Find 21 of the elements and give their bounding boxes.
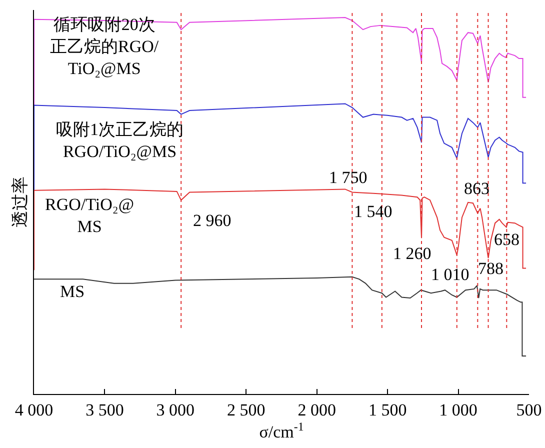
ref-line-label: 2 960 — [193, 211, 232, 230]
x-tick-label: 3 000 — [156, 400, 195, 420]
ref-line-label: 863 — [464, 179, 490, 198]
x-tick-label: 2 000 — [298, 400, 336, 420]
x-tick-label: 2 500 — [227, 400, 266, 420]
x-tick-label: 1 000 — [439, 400, 478, 420]
ref-line-label: 1 540 — [354, 202, 392, 221]
x-tick-label: 4 000 — [14, 400, 54, 420]
series-label: 吸附1次正乙烷的RGO/TiO₂@MS — [56, 120, 184, 162]
x-tick-label: 3 500 — [86, 400, 124, 420]
series-label: MS — [60, 282, 85, 301]
ref-line-label: 1 750 — [329, 168, 368, 187]
ref-line-label: 788 — [478, 259, 504, 278]
series-label: RGO/TiO₂@MS — [45, 195, 134, 236]
ref-line-label: 1 260 — [393, 244, 432, 263]
x-tick-label: 1 500 — [368, 400, 407, 420]
y-axis-title: 透过率 — [10, 176, 30, 228]
ref-line-label: 1 010 — [431, 265, 470, 284]
x-tick-label: 500 — [516, 400, 542, 420]
ref-line-label: 658 — [494, 230, 520, 249]
x-axis-title: σ/cm$^{-1}$ — [259, 419, 304, 442]
